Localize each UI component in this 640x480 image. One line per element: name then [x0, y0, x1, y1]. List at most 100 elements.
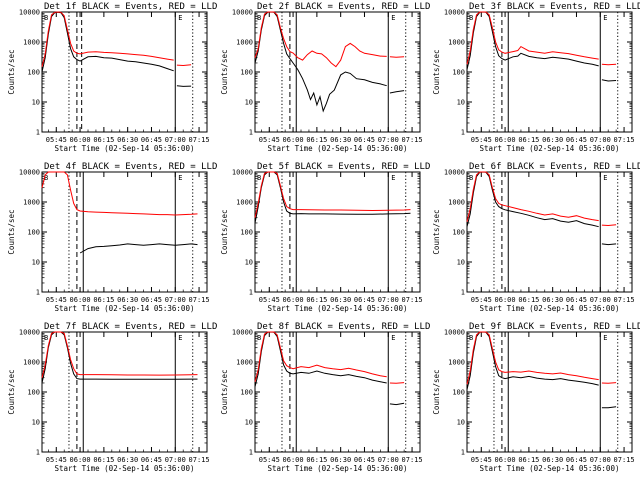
- x-tick-label: 05:45: [471, 456, 492, 464]
- x-tick-label: 06:45: [141, 136, 162, 144]
- y-tick-label: 1: [249, 449, 253, 457]
- x-tick-label: 06:15: [518, 296, 539, 304]
- y-tick-label: 1000: [23, 359, 40, 367]
- x-tick-label: 05:45: [46, 456, 67, 464]
- chart-panel: Det 6f BLACK = Events, RED = LLD 1 10 100 10…: [432, 162, 640, 313]
- x-tick-label: 06:45: [354, 456, 375, 464]
- x-tick-label: 06:15: [93, 296, 114, 304]
- corner-marker-label: E: [603, 334, 607, 342]
- y-tick-label: 100: [452, 69, 465, 77]
- lld-series-line: [254, 11, 387, 68]
- x-tick-label: 07:00: [165, 136, 186, 144]
- y-tick-label: 10: [32, 99, 40, 107]
- x-tick-label: 06:30: [542, 296, 563, 304]
- chart-panel: Det 2f BLACK = Events, RED = LLD 1 10 100 10…: [220, 2, 430, 153]
- x-tick-label: 05:45: [471, 296, 492, 304]
- x-tick-label: 06:45: [566, 296, 587, 304]
- x-tick-label: 06:00: [495, 136, 516, 144]
- corner-marker-label: E: [178, 334, 182, 342]
- x-tick-label: 06:30: [117, 296, 138, 304]
- y-tick-label: 100: [240, 389, 253, 397]
- corner-marker-label: B: [469, 14, 473, 22]
- y-axis-label: Counts/sec: [220, 369, 229, 414]
- x-tick-label: 06:30: [330, 296, 351, 304]
- y-tick-label: 1: [461, 449, 465, 457]
- y-tick-label: 1: [36, 449, 40, 457]
- lld-series-line: [41, 11, 174, 67]
- x-tick-label: 07:00: [590, 296, 611, 304]
- y-tick-label: 10000: [232, 169, 253, 177]
- x-tick-label: 07:15: [614, 456, 635, 464]
- x-tick-label: 06:00: [283, 136, 304, 144]
- events-series-line: [601, 79, 617, 82]
- x-axis-label: Start Time (02-Sep-14 05:36:00): [55, 304, 195, 313]
- panel-title: Det 9f BLACK = Events, RED = LLD: [469, 322, 640, 332]
- y-tick-label: 100: [27, 69, 40, 77]
- y-tick-label: 10: [245, 99, 253, 107]
- events-series-line: [254, 331, 387, 387]
- x-tick-label: 06:00: [495, 456, 516, 464]
- y-tick-label: 10000: [19, 329, 40, 337]
- chart-panel: Det 8f BLACK = Events, RED = LLD 1 10 100 10…: [220, 322, 430, 473]
- y-tick-label: 1000: [448, 39, 465, 47]
- y-tick-label: 1000: [236, 39, 253, 47]
- x-tick-label: 06:00: [283, 296, 304, 304]
- events-series-line: [176, 85, 192, 87]
- y-tick-label: 100: [27, 389, 40, 397]
- y-tick-label: 10: [245, 419, 253, 427]
- y-tick-label: 1: [36, 129, 40, 137]
- corner-marker-label: E: [391, 174, 395, 182]
- x-tick-label: 06:30: [330, 136, 351, 144]
- x-tick-label: 05:45: [259, 296, 280, 304]
- plot-frame: [254, 171, 421, 293]
- events-series-line: [601, 406, 617, 409]
- corner-marker-label: B: [44, 14, 48, 22]
- y-tick-label: 10: [32, 259, 40, 267]
- y-axis-label: Counts/sec: [220, 209, 229, 254]
- corner-marker-label: B: [257, 14, 261, 22]
- x-tick-label: 06:30: [117, 456, 138, 464]
- chart-panel: Det 7f BLACK = Events, RED = LLD 1 10 100 10…: [7, 322, 217, 473]
- y-tick-label: 100: [452, 389, 465, 397]
- x-tick-label: 07:15: [402, 136, 423, 144]
- panel-title: Det 7f BLACK = Events, RED = LLD: [44, 322, 217, 332]
- events-series-line: [466, 331, 599, 390]
- x-tick-label: 06:45: [141, 296, 162, 304]
- y-tick-label: 1: [249, 129, 253, 137]
- corner-marker-label: B: [469, 334, 473, 342]
- lld-series-line: [466, 11, 599, 65]
- corner-marker-label: E: [603, 14, 607, 22]
- plot-frame: [41, 331, 208, 453]
- y-tick-label: 10000: [232, 329, 253, 337]
- corner-marker-label: B: [257, 174, 261, 182]
- events-series-line: [466, 171, 599, 228]
- y-axis-label: Counts/sec: [432, 49, 441, 94]
- x-tick-label: 05:45: [46, 136, 67, 144]
- x-tick-label: 07:15: [189, 136, 210, 144]
- x-axis-label: Start Time (02-Sep-14 05:36:00): [268, 464, 408, 473]
- corner-marker-label: E: [391, 334, 395, 342]
- x-tick-label: 05:45: [471, 136, 492, 144]
- panel-title: Det 6f BLACK = Events, RED = LLD: [469, 162, 640, 172]
- x-axis-label: Start Time (02-Sep-14 05:36:00): [480, 464, 620, 473]
- y-tick-label: 10: [457, 419, 465, 427]
- x-tick-label: 07:00: [590, 456, 611, 464]
- panel-title: Det 2f BLACK = Events, RED = LLD: [257, 2, 430, 12]
- x-tick-label: 06:00: [70, 296, 91, 304]
- lld-series-line: [466, 331, 599, 385]
- x-tick-label: 06:00: [283, 456, 304, 464]
- x-axis-label: Start Time (02-Sep-14 05:36:00): [480, 304, 620, 313]
- x-tick-label: 06:15: [93, 136, 114, 144]
- y-tick-label: 1: [249, 289, 253, 297]
- events-series-line: [389, 402, 405, 406]
- x-axis-label: Start Time (02-Sep-14 05:36:00): [55, 144, 195, 153]
- y-axis-label: Counts/sec: [7, 49, 16, 94]
- y-tick-label: 1000: [23, 39, 40, 47]
- y-tick-label: 1000: [448, 359, 465, 367]
- y-axis-label: Counts/sec: [7, 369, 16, 414]
- lld-series-line: [601, 382, 617, 384]
- panel-title: Det 8f BLACK = Events, RED = LLD: [257, 322, 430, 332]
- chart-panel: Det 5f BLACK = Events, RED = LLD 1 10 100 10…: [220, 162, 430, 313]
- x-tick-label: 05:45: [259, 456, 280, 464]
- x-tick-label: 06:45: [354, 136, 375, 144]
